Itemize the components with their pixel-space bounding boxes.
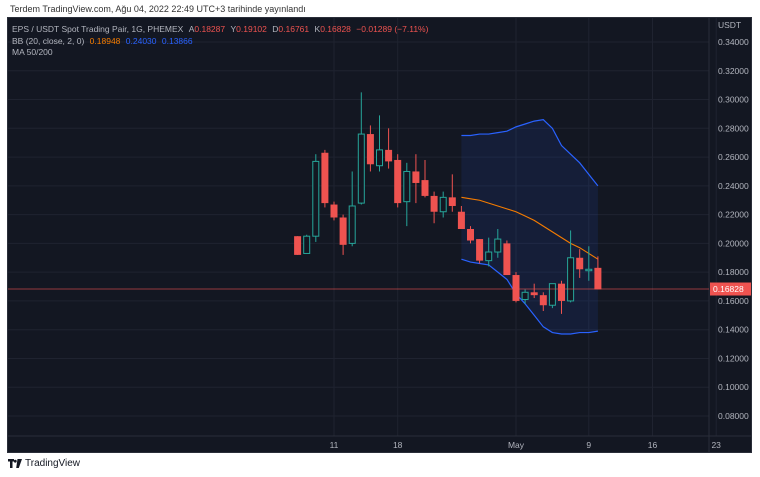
open-label: A — [188, 24, 195, 34]
y-tick-label: 0.18000 — [718, 267, 749, 277]
candle-body — [548, 283, 556, 306]
bb-row: BB (20, close, 2, 0) 0.18948 0.24030 0.1… — [12, 36, 428, 48]
y-tick-label: 0.22000 — [718, 210, 749, 220]
currency-label: USDT — [718, 20, 741, 30]
candle-body — [312, 160, 320, 237]
candle-body — [467, 229, 474, 241]
candle-body — [494, 238, 502, 253]
candle-body — [576, 257, 584, 270]
candle-body — [439, 196, 447, 213]
bb-upper-value: 0.24030 — [125, 35, 157, 46]
candle-body — [366, 134, 374, 165]
x-tick-label: 16 — [648, 440, 658, 450]
last-price-tag — [710, 282, 751, 296]
change-value: −0.01289 (−7.11%) — [356, 24, 429, 34]
chart-legend: EPS / USDT Spot Trading Pair, 1G, PHEMEX… — [12, 24, 428, 59]
candle-body — [558, 283, 565, 301]
candle-body — [530, 292, 538, 296]
x-tick-label: 9 — [586, 440, 591, 450]
tradingview-logo-icon — [8, 459, 22, 468]
candle-body — [476, 239, 484, 261]
y-tick-label: 0.08000 — [718, 411, 749, 421]
ma-label[interactable]: MA 50/200 — [12, 47, 53, 57]
candle-body — [567, 257, 575, 302]
candle-body — [585, 268, 593, 272]
close-label: K — [314, 24, 321, 34]
x-tick-label: 11 — [330, 440, 339, 450]
bollinger-bands — [461, 119, 599, 335]
y-tick-label: 0.12000 — [718, 353, 749, 363]
candle-body — [294, 236, 302, 255]
brand-label: TradingView — [25, 458, 81, 469]
candle-body — [303, 235, 311, 254]
bb-basis-line — [461, 196, 599, 260]
ohlc-row: EPS / USDT Spot Trading Pair, 1G, PHEMEX… — [12, 24, 428, 36]
y-tick-label: 0.30000 — [718, 95, 749, 105]
candle-body — [539, 295, 547, 306]
x-tick-label: 23 — [711, 440, 721, 450]
y-tick-label: 0.20000 — [718, 238, 749, 248]
bb-lower-line — [461, 258, 598, 335]
candle-body — [448, 197, 456, 206]
candle-body — [403, 170, 411, 203]
candle-body — [357, 133, 365, 204]
x-tick-label: 18 — [393, 440, 403, 450]
bb-lower-value: 0.13866 — [161, 35, 193, 46]
candle-body — [457, 211, 465, 229]
price-chart[interactable]: 0.34000 0.32000 0.30000 0.28000 0.26000 0.240… — [8, 18, 751, 452]
candle-body — [421, 180, 429, 196]
y-tick-label: 0.34000 — [718, 37, 749, 47]
grid — [8, 18, 717, 436]
candle-body — [512, 275, 520, 301]
candle-body — [503, 243, 511, 276]
candles — [294, 92, 602, 314]
ma-row: MA 50/200 — [12, 47, 428, 59]
high-label: Y — [230, 24, 237, 34]
x-tick-label: May — [508, 440, 525, 450]
y-tick-label: 0.16000 — [718, 296, 749, 306]
candle-body — [376, 149, 383, 167]
bb-fill — [461, 119, 598, 335]
close-value: 0.16828 — [320, 24, 351, 34]
y-tick-label: 0.32000 — [718, 66, 749, 76]
candle-body — [330, 204, 338, 218]
candle-body — [521, 291, 529, 300]
bb-basis-value: 0.18948 — [89, 35, 121, 46]
candle-body — [321, 152, 329, 204]
last-price-label: 0.16828 — [713, 284, 744, 294]
candle-body — [339, 217, 347, 245]
tradingview-footer[interactable]: TradingView — [8, 458, 80, 469]
y-tick-label: 0.14000 — [718, 325, 749, 335]
high-value: 0.19102 — [236, 24, 267, 34]
candle-body — [394, 159, 402, 204]
candle-body — [594, 267, 602, 290]
published-caption: Terdem TradingView.com, Ağu 04, 2022 22:… — [10, 4, 306, 14]
low-label: D — [272, 24, 279, 34]
y-tick-label: 0.28000 — [718, 123, 749, 133]
chart-panel[interactable]: 0.34000 0.32000 0.30000 0.28000 0.26000 0.240… — [7, 17, 752, 453]
symbol-label[interactable]: EPS / USDT Spot Trading Pair, 1G, PHEMEX — [12, 24, 184, 34]
open-value: 0.18287 — [194, 24, 226, 34]
candle-body — [485, 251, 493, 262]
y-tick-label: 0.24000 — [718, 181, 749, 191]
low-value: 0.16761 — [278, 24, 310, 34]
bb-label[interactable]: BB (20, close, 2, 0) — [12, 35, 85, 46]
bb-upper-line — [461, 119, 599, 187]
candle-body — [348, 205, 356, 244]
candle-body — [385, 149, 393, 162]
candle-body — [430, 195, 438, 212]
candle-body — [412, 171, 420, 183]
y-tick-label: 0.26000 — [718, 152, 749, 162]
axes: 0.34000 0.32000 0.30000 0.28000 0.26000 0.240… — [8, 18, 751, 452]
y-tick-label: 0.10000 — [718, 382, 749, 392]
